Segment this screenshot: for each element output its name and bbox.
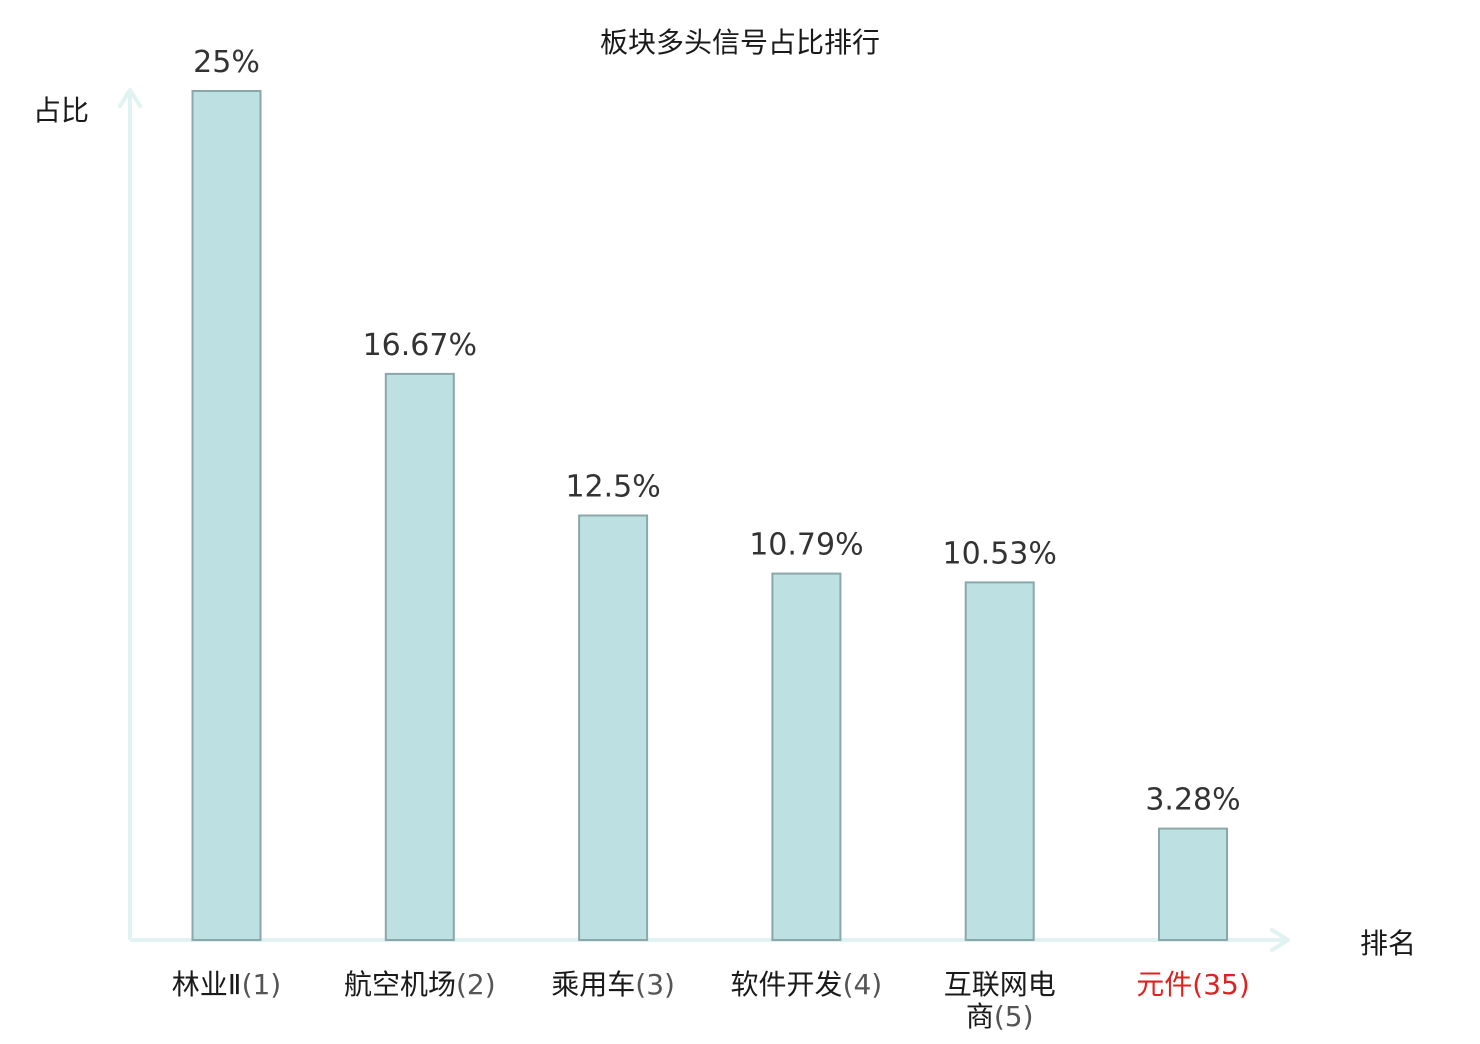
bar: [578, 514, 649, 941]
category-label: 互联网电: [944, 968, 1056, 1001]
bar: [771, 572, 842, 941]
category-label: 乘用车(3): [551, 968, 675, 1001]
category-rank: (2): [456, 968, 496, 1001]
category-label: 软件开发(4): [731, 968, 883, 1001]
value-label: 10.53%: [943, 536, 1057, 571]
bar: [384, 372, 455, 941]
category-name: 乘用车: [551, 968, 635, 1001]
value-label: 3.28%: [1145, 783, 1240, 818]
category-name: 林业Ⅱ: [172, 968, 242, 1001]
category-name: 软件开发: [731, 968, 843, 1001]
value-labels-layer: 25% 16.67% 12.5% 10.79% 10.53% 3.28%: [193, 45, 1241, 818]
bar: [191, 90, 262, 941]
category-label: 元件(35): [1136, 968, 1250, 1001]
category-label-line2: 商(5): [966, 1000, 1034, 1033]
bar: [1158, 827, 1228, 941]
category-label: 航空机场(2): [344, 968, 496, 1001]
x-axis-arrow: [1270, 928, 1290, 952]
chart-title: 板块多头信号占比排行: [600, 26, 880, 59]
category-rank: (35): [1192, 968, 1249, 1001]
category-rank: (1): [242, 968, 282, 1001]
category-label: 林业Ⅱ(1): [172, 968, 281, 1001]
y-axis-label: 占比: [33, 94, 89, 127]
value-label: 16.67%: [363, 328, 477, 363]
category-name: 航空机场: [344, 968, 456, 1001]
value-label: 25%: [193, 45, 260, 80]
value-label: 10.79%: [749, 528, 863, 563]
y-axis-arrow: [118, 88, 142, 108]
value-label: 12.5%: [565, 470, 660, 505]
category-rank: (5): [994, 1000, 1034, 1033]
axes: [118, 88, 1290, 952]
category-rank: (4): [843, 968, 883, 1001]
x-axis-label: 排名: [1360, 927, 1416, 960]
category-rank: (3): [635, 968, 675, 1001]
category-name: 商: [966, 1000, 994, 1033]
bar: [964, 581, 1035, 942]
category-name: 元件: [1136, 968, 1192, 1001]
bars-layer: [191, 90, 1228, 942]
category-name: 互联网电: [944, 968, 1056, 1001]
